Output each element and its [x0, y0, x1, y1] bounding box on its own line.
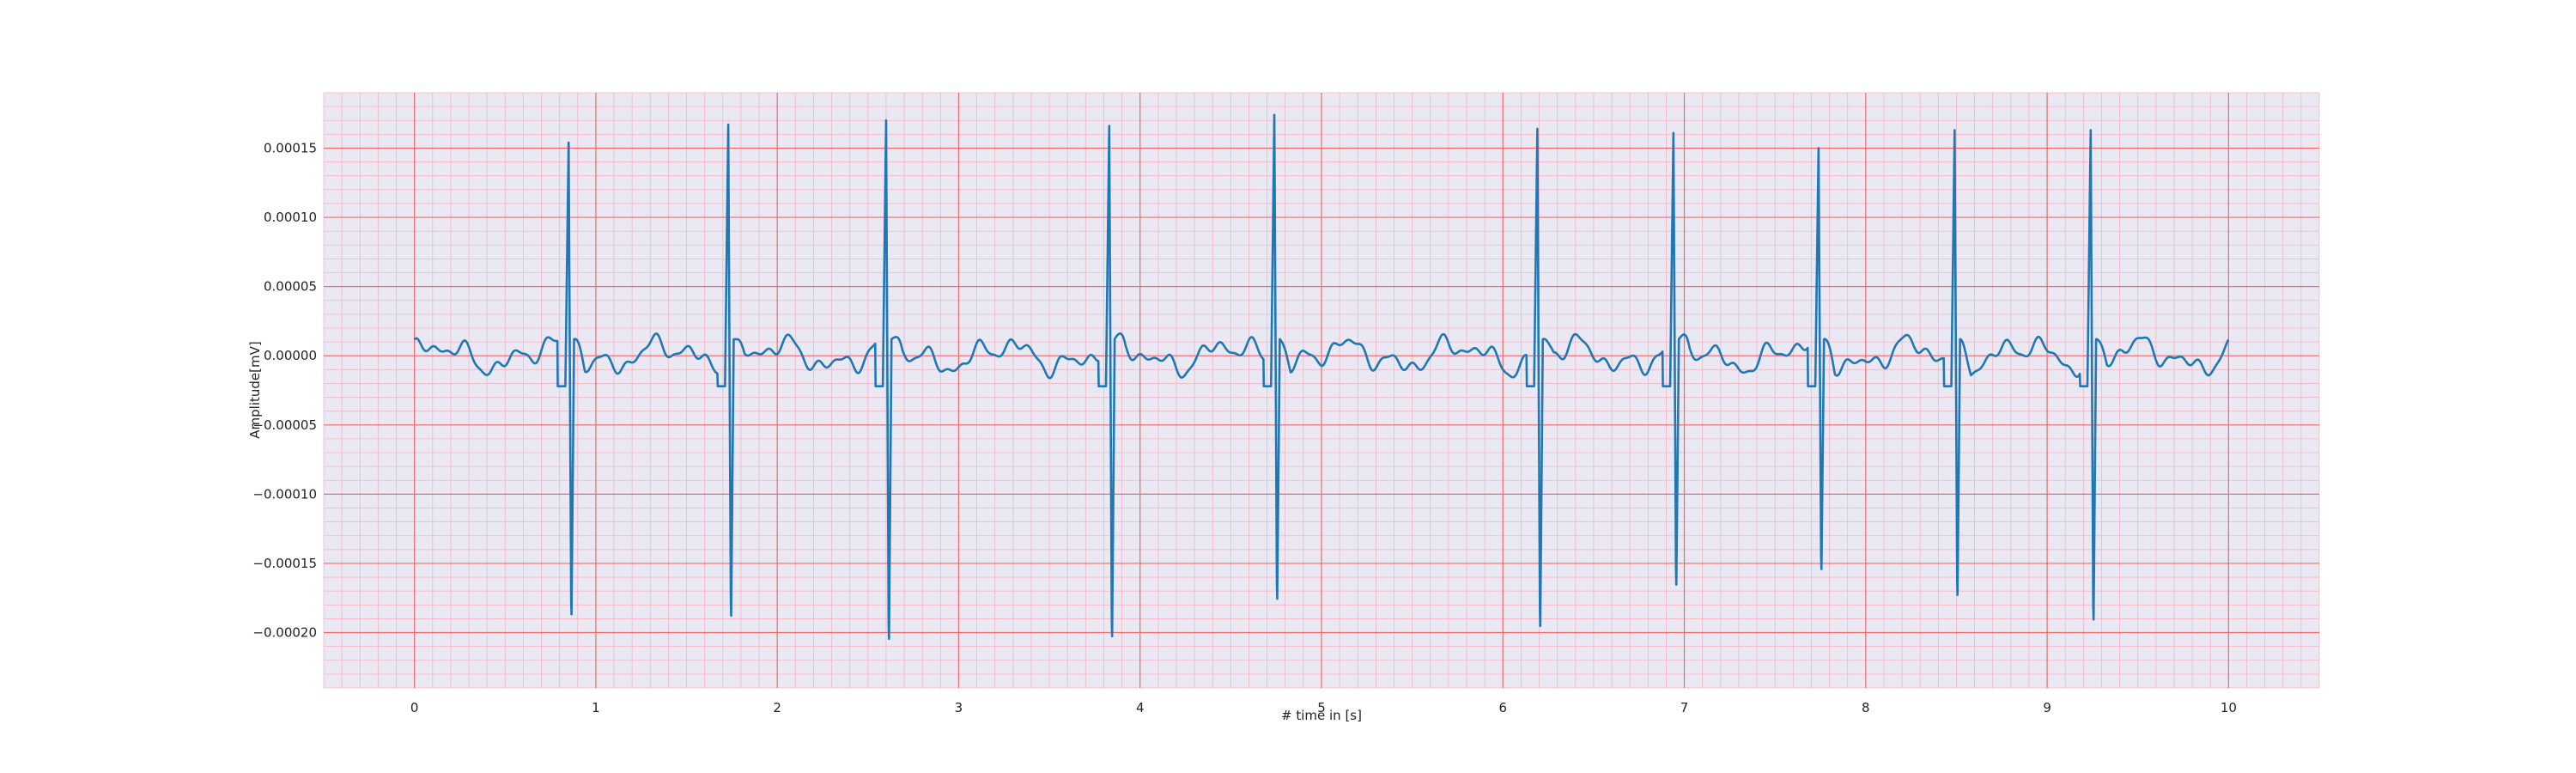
y-tick-label: 0.00005: [264, 279, 317, 295]
y-tick-label: 0.00000: [264, 348, 317, 363]
x-tick-label: 10: [2221, 700, 2237, 715]
x-tick-label: 5: [1317, 700, 1326, 715]
x-axis-ticks: 0 1 2 3 4 5 6 7 8 9 10: [410, 700, 2237, 715]
x-tick-label: 2: [773, 700, 781, 715]
x-tick-label: 9: [2043, 700, 2051, 715]
y-tick-label: −0.00015: [252, 556, 317, 571]
x-tick-label: 0: [410, 700, 419, 715]
ecg-signal-line: [413, 113, 2230, 641]
y-axis-label: Amplitude[mV]: [247, 341, 263, 438]
x-tick-label: 7: [1680, 700, 1689, 715]
x-axis-label: # time in [s]: [1281, 708, 1362, 723]
x-tick-label: 8: [1862, 700, 1870, 715]
y-tick-label: 0.00015: [264, 140, 317, 155]
x-tick-label: 1: [592, 700, 600, 715]
y-axis-ticks: 0.00015 0.00010 0.00005 0.00000 −0.00005 −0.0…: [252, 140, 317, 640]
x-tick-label: 6: [1498, 700, 1507, 715]
y-tick-label: −0.00010: [252, 486, 317, 502]
major-grid: [324, 93, 2319, 688]
y-tick-label: −0.00005: [252, 417, 317, 433]
y-tick-label: −0.00020: [252, 625, 317, 641]
x-tick-label: 4: [1136, 700, 1145, 715]
x-tick-label: 3: [955, 700, 963, 715]
y-tick-label: 0.00010: [264, 210, 317, 225]
